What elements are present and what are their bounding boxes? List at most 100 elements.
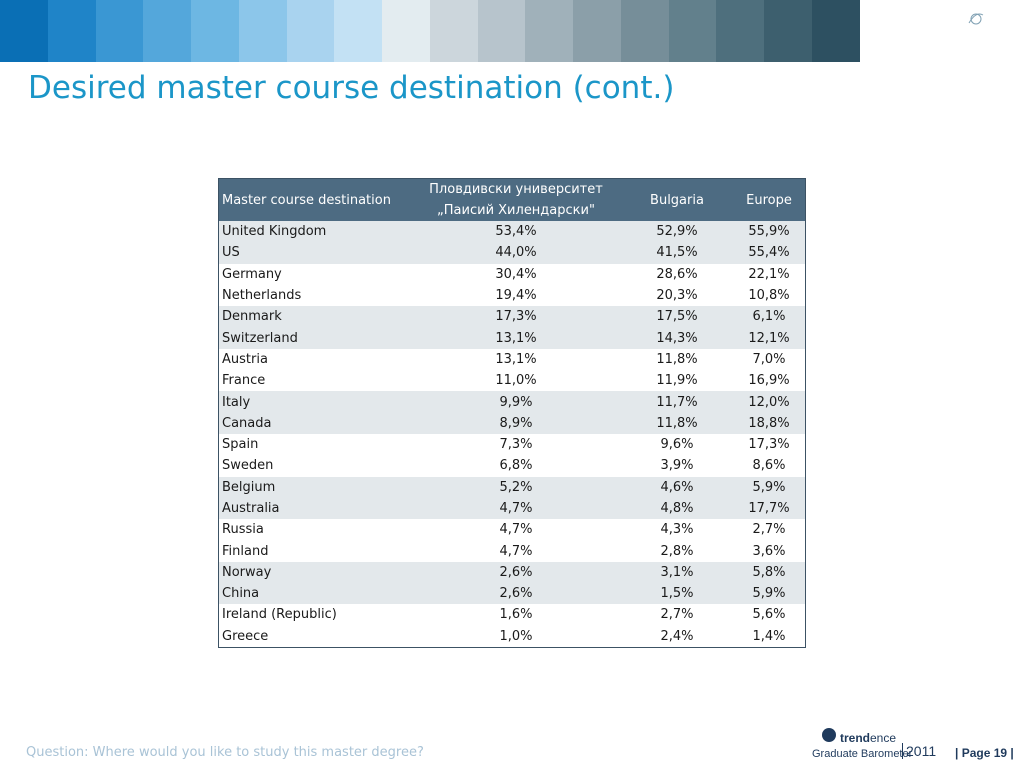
cell-europe: 8,6% [752,458,786,474]
header-stripe [477,0,526,62]
cell-university: 17,3% [411,306,621,328]
header-stripe [429,0,478,62]
table-row: Greece 1,0% 2,4% 1,4% [219,626,806,648]
cell-destination: China [218,583,411,605]
table-row: Canada 8,9% 11,8% 18,8% [218,412,806,434]
table-row: China 2,6% 1,5% 5,9% [218,583,806,605]
cell-destination: Germany [222,266,282,282]
header-stripe [525,0,574,62]
cell-bulgaria: 2,7% [660,607,694,623]
brand-logo: trendence [902,34,1004,56]
table-row: Spain 7,3% 9,6% 17,3% [219,434,806,455]
page-number: | Page 19 | [955,746,1014,760]
cell-university: 5,2% [411,476,621,498]
cell-university: 1,6% [499,607,533,623]
cell-bulgaria: 2,8% [660,543,694,559]
header-stripe [668,0,717,62]
cell-europe: 16,9% [748,373,790,389]
cell-bulgaria: 41,5% [621,242,733,264]
footer-logo-word: trendence [840,731,896,745]
footer-logo-word-thin: ence [870,731,897,745]
cell-destination: US [218,242,411,264]
cell-destination: Finland [222,543,269,559]
header-stripe [382,0,430,62]
cell-destination: Sweden [222,458,274,474]
cell-destination: Italy [218,391,411,413]
column-header-destination: Master course destination [218,178,411,221]
table-row: Denmark 17,3% 17,5% 6,1% [218,306,806,328]
column-header-bulgaria: Bulgaria [621,178,733,221]
cell-destination: France [222,373,266,389]
column-header-europe: Europe [733,178,806,221]
cell-europe: 5,9% [733,476,806,498]
cell-europe: 55,4% [733,242,806,264]
table-row: United Kingdom 53,4% 52,9% 55,9% [218,221,806,243]
cell-europe: 17,7% [733,497,806,520]
table-row: France 11,0% 11,9% 16,9% [219,370,806,391]
cell-university: 44,0% [411,242,621,264]
table-row: Sweden 6,8% 3,9% 8,6% [219,455,806,476]
page-title: Desired master course destination (cont.… [28,70,675,106]
header-stripe [334,0,383,62]
header-stripe [0,0,48,62]
cell-europe: 5,6% [752,607,786,623]
cell-destination: Switzerland [218,327,411,349]
cell-destination: Belgium [218,476,411,498]
cell-university: 30,4% [495,266,537,282]
cell-university: 11,0% [495,373,537,389]
cell-bulgaria: 14,3% [621,327,733,349]
cell-destination: Spain [222,437,259,453]
cell-university: 19,4% [495,288,537,304]
cell-bulgaria: 2,4% [660,628,694,644]
cell-europe: 18,8% [733,412,806,434]
cell-europe: 55,9% [733,221,806,243]
cell-bulgaria: 4,8% [621,497,733,520]
header-stripe [47,0,96,62]
cell-university: 2,6% [411,561,621,584]
globe-icon [822,728,836,742]
cell-europe: 17,3% [748,437,790,453]
cell-destination: Denmark [218,306,411,328]
column-header-university: Пловдивски университет „Паисий Хилендарс… [411,178,621,221]
cell-university: 1,0% [499,628,533,644]
table-row: Austria 13,1% 11,8% 7,0% [219,349,806,370]
cell-university: 7,3% [499,437,533,453]
table-body: United Kingdom 53,4% 52,9% 55,9% US 44,0% 41,5… [218,221,806,648]
table-row: Italy 9,9% 11,7% 12,0% [218,391,806,413]
header-stripe [812,0,860,62]
table-row: Germany 30,4% 28,6% 22,1% [219,264,806,285]
footer-logo-year: 2011 [902,743,936,759]
cell-europe: 12,1% [733,327,806,349]
header-stripe [143,0,192,62]
cell-bulgaria: 20,3% [656,288,698,304]
table-row: Russia 4,7% 4,3% 2,7% [219,519,806,540]
cell-destination: Norway [218,561,411,584]
cell-university: 4,7% [411,497,621,520]
cell-destination: Ireland (Republic) [222,607,337,623]
cell-university: 8,9% [411,412,621,434]
cell-bulgaria: 4,6% [621,476,733,498]
cell-europe: 2,7% [752,522,786,538]
cell-university: 2,6% [411,583,621,605]
cell-destination: Australia [218,497,411,520]
cell-europe: 10,8% [748,288,790,304]
cell-university: 4,7% [499,522,533,538]
table-row: Netherlands 19,4% 20,3% 10,8% [219,285,806,306]
table-row: Belgium 5,2% 4,6% 5,9% [218,476,806,498]
cell-university: 13,1% [495,351,537,367]
cell-europe: 3,6% [752,543,786,559]
footer-question: Question: Where would you like to study … [26,745,424,760]
table-header-row: Master course destination Пловдивски уни… [218,178,806,221]
header-stripe [620,0,669,62]
cell-europe: 1,4% [752,628,786,644]
cell-university: 9,9% [411,391,621,413]
cell-bulgaria: 11,7% [621,391,733,413]
cell-destination: Greece [222,628,269,644]
destination-table: Master course destination Пловдивски уни… [218,178,806,648]
cell-bulgaria: 11,9% [656,373,698,389]
cell-bulgaria: 3,1% [621,561,733,584]
cell-university: 13,1% [411,327,621,349]
cell-destination: Canada [218,412,411,434]
cell-destination: Netherlands [222,288,302,304]
header-stripe-bar [0,0,1024,62]
